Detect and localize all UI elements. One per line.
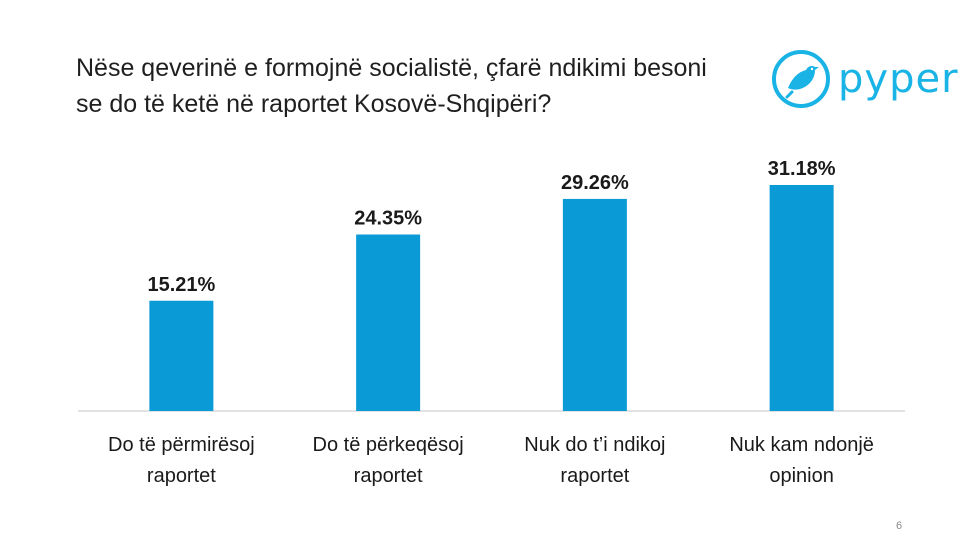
category-label-1-line-2: raportet — [147, 465, 216, 487]
bar-3 — [562, 198, 627, 411]
title-line-1: Nëse qeverinë e formojnë socialistë, çfa… — [76, 54, 707, 82]
bar-4 — [769, 185, 834, 411]
data-label-3: 29.26% — [561, 172, 629, 194]
bar-2 — [356, 234, 421, 411]
category-label-4-line-1: Nuk kam ndonjë — [729, 434, 874, 456]
category-label-4-line-2: opinion — [769, 465, 834, 487]
category-label-3-line-2: raportet — [560, 465, 629, 487]
category-label-1-line-1: Do të përmirësoj — [108, 434, 255, 456]
bird-icon — [772, 50, 830, 108]
page-number: 6 — [896, 520, 903, 532]
bar-1 — [149, 300, 214, 411]
category-label-2-line-2: raportet — [354, 465, 423, 487]
category-label-3-line-1: Nuk do t’i ndikoj — [524, 434, 665, 456]
data-label-1: 15.21% — [147, 274, 215, 296]
category-label-2-line-1: Do të përkeqësoj — [313, 434, 464, 456]
title-line-2: se do të ketë në raportet Kosovë-Shqipër… — [76, 90, 552, 118]
chart-title: Nëse qeverinë e formojnë socialistë, çfa… — [76, 50, 756, 122]
data-label-2: 24.35% — [354, 208, 422, 230]
data-label-4: 31.18% — [768, 158, 836, 180]
logo-text: pyper — [838, 56, 959, 102]
pyper-logo: pyper — [770, 44, 960, 114]
